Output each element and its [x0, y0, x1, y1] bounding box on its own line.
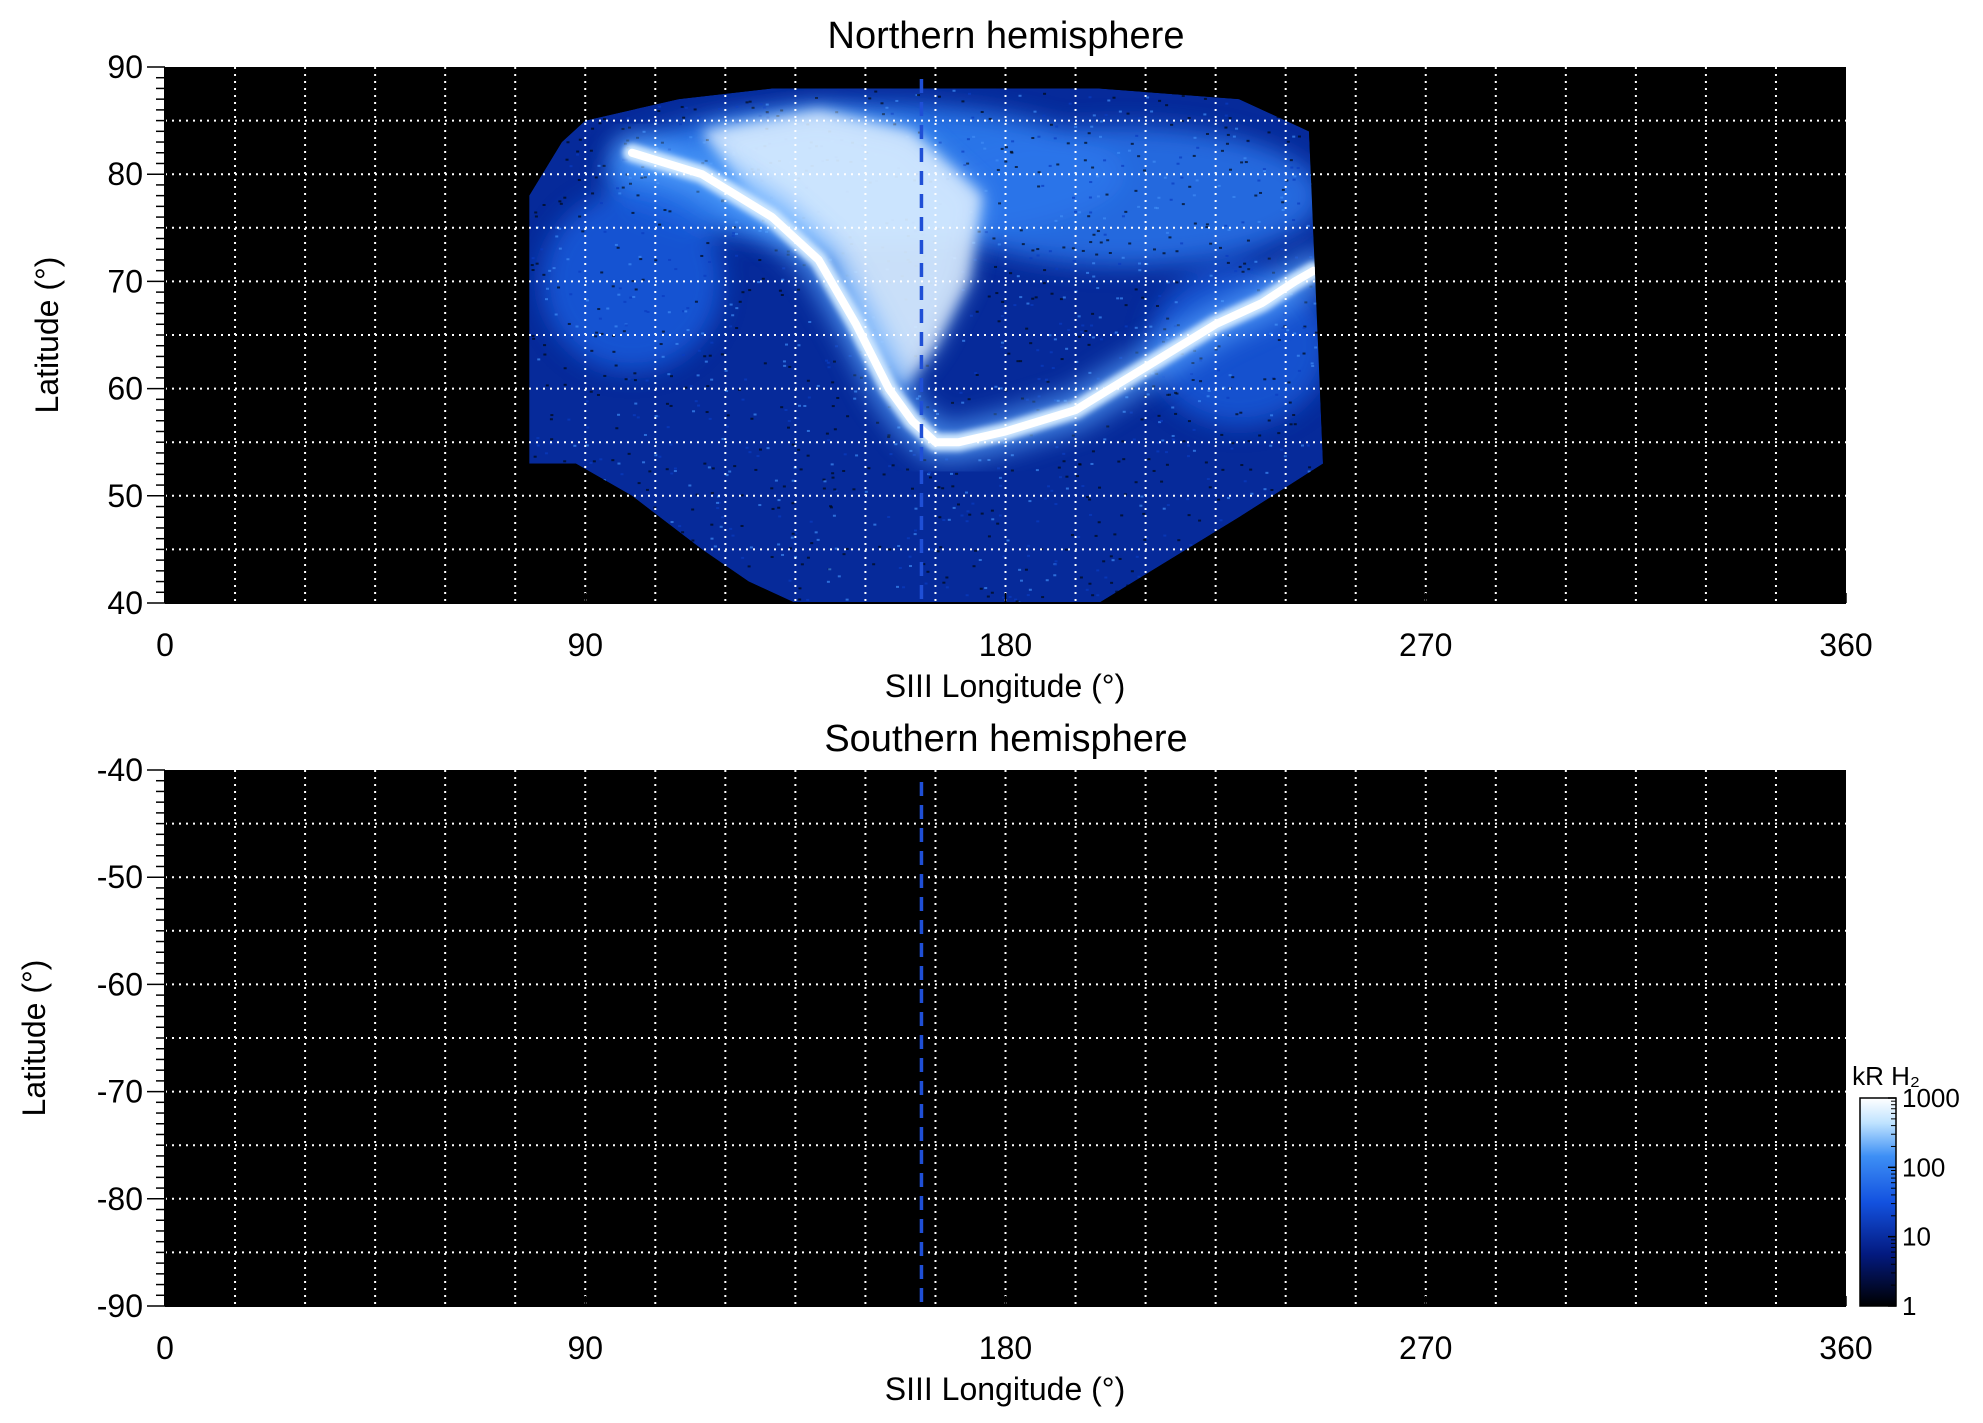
y-tick-label: -60: [97, 966, 143, 1002]
x-tick-label: 90: [567, 1330, 603, 1366]
x-tick-label: 270: [1399, 1330, 1452, 1366]
north-y-axis: 40 50 60 70 80 90: [107, 49, 166, 621]
colorbar-tick-label: 1000: [1902, 1083, 1960, 1113]
south-panel: Southern hemisphere -40 -50 -60 -70 -80 -90 0…: [16, 718, 1873, 1407]
y-tick-label: 60: [107, 371, 143, 407]
south-y-axis-label: Latitude (°): [16, 960, 52, 1117]
north-grid: [165, 67, 1846, 603]
south-grid: [165, 770, 1846, 1306]
y-tick-label: 90: [107, 49, 143, 85]
colorbar-tick-label: 100: [1902, 1152, 1945, 1182]
x-tick-label: 90: [567, 627, 603, 663]
x-tick-label: 360: [1819, 627, 1872, 663]
north-plot-area: [165, 67, 1846, 603]
y-tick-label: -40: [97, 752, 143, 788]
y-tick-label: -80: [97, 1181, 143, 1217]
y-tick-label: -90: [97, 1288, 143, 1324]
south-y-axis: -40 -50 -60 -70 -80 -90: [97, 752, 166, 1324]
south-x-axis: 0 90 180 270 360: [156, 1296, 1873, 1366]
y-tick-label: 50: [107, 478, 143, 514]
colorbar-label: kR H₂: [1852, 1061, 1920, 1091]
x-tick-label: 270: [1399, 627, 1452, 663]
y-tick-label: -70: [97, 1074, 143, 1110]
south-panel-title: Southern hemisphere: [824, 718, 1187, 760]
north-panel-title: Northern hemisphere: [828, 15, 1185, 57]
colorbar: kR H₂ 1000 100 10 1: [1852, 1061, 1960, 1321]
y-tick-label: 80: [107, 156, 143, 192]
y-tick-label: 40: [107, 585, 143, 621]
y-tick-label: -50: [97, 859, 143, 895]
colorbar-tick-label: 10: [1902, 1222, 1931, 1252]
x-tick-label: 180: [979, 1330, 1032, 1366]
north-panel: Northern hemisphere 40 50 60 70 80 90 0 90 180 2…: [29, 15, 1873, 704]
north-emission-layer: [529, 88, 1324, 603]
north-y-axis-label: Latitude (°): [29, 257, 65, 414]
south-plot-area: [165, 770, 1846, 1306]
x-tick-label: 180: [979, 627, 1032, 663]
south-x-axis-label: SIII Longitude (°): [885, 1371, 1125, 1407]
colorbar-gradient: [1859, 1097, 1897, 1307]
x-tick-label: 360: [1819, 1330, 1872, 1366]
y-tick-label: 70: [107, 263, 143, 299]
colorbar-ticks: 1000 100 10 1: [1888, 1083, 1960, 1321]
north-x-axis: 0 90 180 270 360: [156, 593, 1873, 663]
x-tick-label: 0: [156, 1330, 174, 1366]
north-x-axis-label: SIII Longitude (°): [885, 668, 1125, 704]
x-tick-label: 0: [156, 627, 174, 663]
colorbar-tick-label: 1: [1902, 1291, 1916, 1321]
